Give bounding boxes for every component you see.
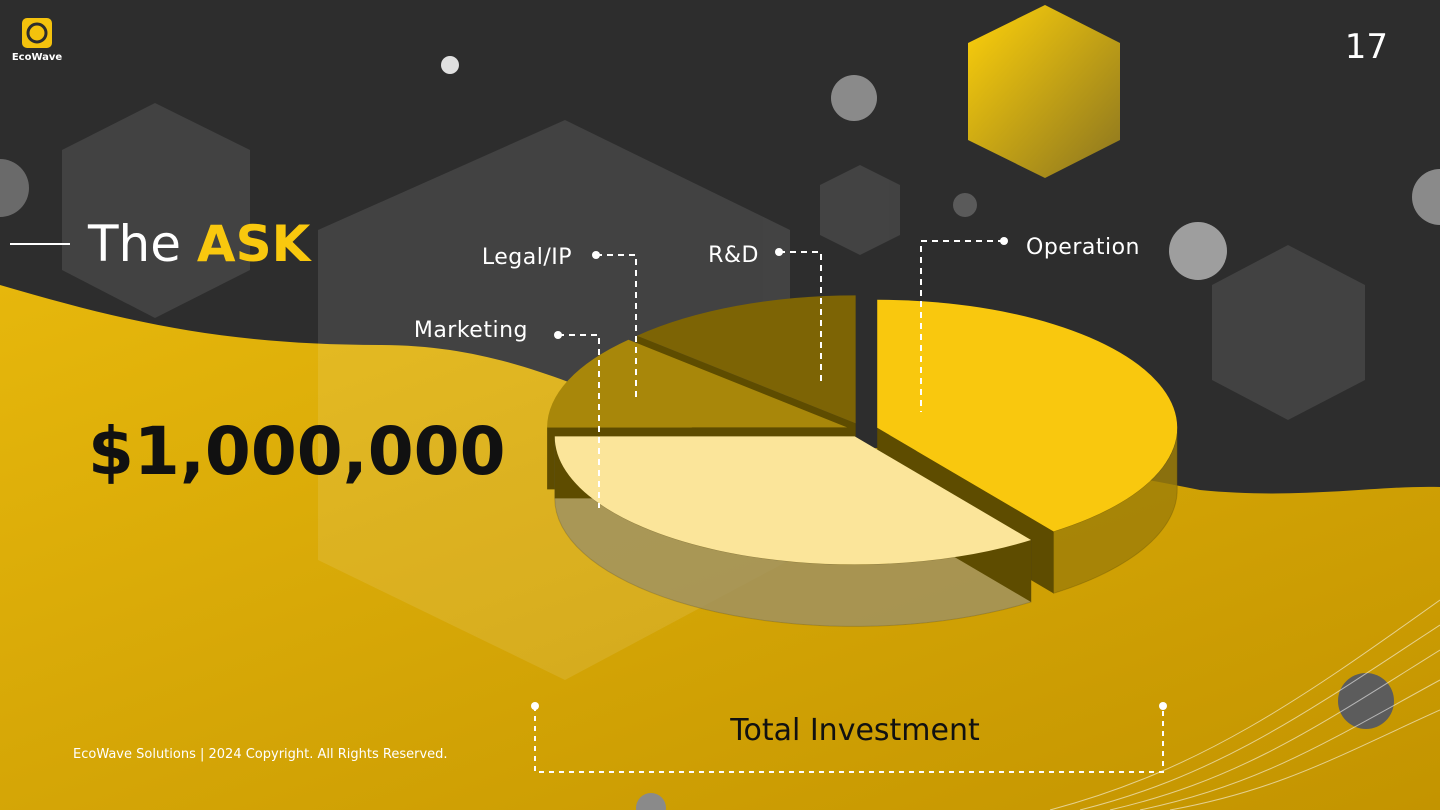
gold-hexagon bbox=[968, 5, 1120, 178]
pie-slice bbox=[554, 436, 1032, 565]
pie-label: R&D bbox=[708, 243, 759, 268]
leader-dot bbox=[775, 248, 783, 256]
logo-text: EcoWave bbox=[12, 52, 63, 63]
leader-line bbox=[596, 254, 637, 400]
leader-line bbox=[920, 240, 1004, 412]
title-lead: The bbox=[87, 215, 181, 273]
bracket bbox=[534, 706, 1164, 773]
pie-chart bbox=[547, 295, 1178, 627]
pie-slice-shade bbox=[554, 436, 1032, 627]
leader-dot bbox=[554, 331, 562, 339]
leader-dot bbox=[1000, 237, 1008, 245]
pie-label: Legal/IP bbox=[482, 245, 572, 270]
title-highlight: ASK bbox=[197, 215, 313, 273]
logo: EcoWave bbox=[12, 18, 63, 63]
leader-line bbox=[558, 334, 600, 508]
pie-slice bbox=[877, 299, 1178, 532]
leader-line bbox=[779, 251, 822, 385]
pie-slice bbox=[547, 339, 848, 428]
pie-slice bbox=[636, 295, 856, 424]
caption: Total Investment bbox=[729, 713, 980, 748]
line-waves bbox=[1049, 599, 1440, 810]
amount: $1,000,000 bbox=[88, 413, 506, 490]
pie-label: Operation bbox=[1026, 235, 1140, 260]
bubbles bbox=[0, 56, 1440, 810]
page-number: 17 bbox=[1345, 27, 1388, 67]
leader-dot bbox=[592, 251, 600, 259]
pie-labels: Operation Marketing Legal/IP R&D bbox=[414, 235, 1140, 508]
pie-label: Marketing bbox=[414, 318, 528, 343]
title: The ASK bbox=[87, 215, 313, 273]
bracket-dot bbox=[1159, 702, 1167, 710]
bracket-dot bbox=[531, 702, 539, 710]
pie-slice-shade bbox=[1053, 427, 1178, 594]
footer: EcoWave Solutions | 2024 Copyright. All … bbox=[73, 747, 448, 762]
